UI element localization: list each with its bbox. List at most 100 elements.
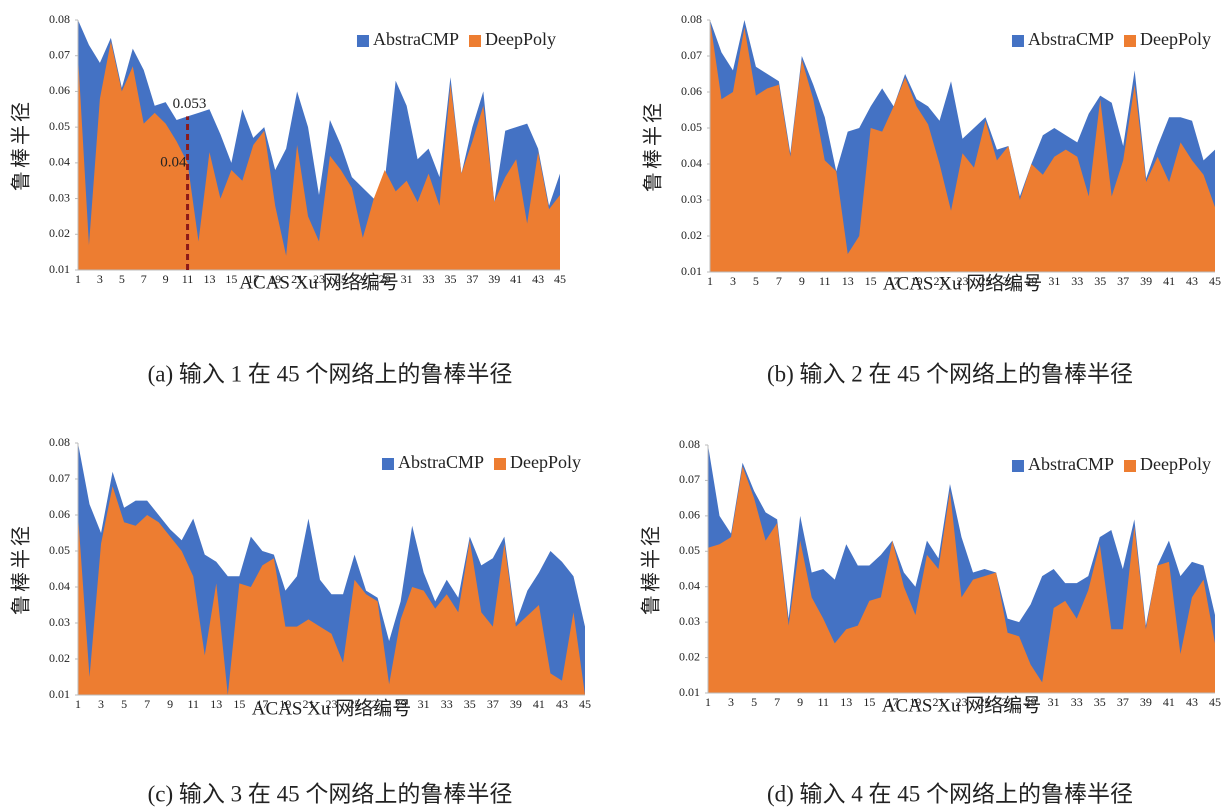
- x-tick-label: 23: [313, 272, 325, 286]
- x-tick-label: 35: [1094, 695, 1106, 709]
- x-tick-label: 13: [840, 695, 852, 709]
- x-tick-label: 17: [256, 697, 268, 711]
- x-tick-label: 19: [279, 697, 291, 711]
- y-tick-label: 0.06: [49, 507, 70, 521]
- y-tick-label: 0.01: [49, 687, 70, 701]
- chart-panel: 0.010.020.030.040.050.060.070.081 3 5 7 9 11 1…: [10, 435, 591, 807]
- legend-swatch: [356, 35, 369, 47]
- x-tick-label: 5: [753, 274, 759, 288]
- y-tick-label: 0.03: [49, 615, 70, 629]
- x-tick-label: 21: [291, 272, 303, 286]
- x-tick-label: 3: [98, 697, 104, 711]
- legend-label: AbstraCMP: [398, 452, 484, 472]
- legend-label: DeepPoly: [1140, 454, 1211, 474]
- x-tick-label: 5: [751, 695, 757, 709]
- legend-label: DeepPoly: [1140, 29, 1211, 49]
- annotation-label: 0.04: [160, 154, 187, 170]
- y-tick-label: 0.05: [49, 543, 70, 557]
- x-tick-label: 9: [797, 695, 803, 709]
- legend-swatch: [469, 35, 481, 47]
- y-tick-label: 0.06: [679, 508, 700, 522]
- y-tick-label: 0.02: [679, 649, 700, 663]
- caption: (b) 输入 2 在 45 个网络上的鲁棒半径: [767, 361, 1133, 386]
- legend-label: AbstraCMP: [1028, 454, 1114, 474]
- x-tick-label: 21: [934, 274, 946, 288]
- y-tick-label: 0.04: [679, 578, 700, 592]
- y-tick-label: 0.07: [49, 47, 70, 61]
- x-tick-label: 3: [730, 274, 736, 288]
- x-tick-label: 5: [121, 697, 127, 711]
- legend-label: DeepPoly: [485, 29, 556, 49]
- caption: (c) 输入 3 在 45 个网络上的鲁棒半径: [148, 781, 513, 806]
- x-tick-label: 33: [441, 697, 453, 711]
- x-tick-label: 43: [1186, 274, 1198, 288]
- chart-panel: 0.010.020.030.040.050.060.070.081 3 5 7 9 11 1…: [642, 12, 1221, 387]
- chart-panel: 0.010.020.030.040.050.060.070.081 3 5 7 9 11 1…: [10, 12, 566, 387]
- y-tick-label: 0.04: [681, 156, 702, 170]
- y-tick-label: 0.04: [49, 579, 70, 593]
- x-tick-label: 37: [1117, 274, 1129, 288]
- y-tick-label: 0.07: [49, 471, 70, 485]
- x-tick-label: 9: [163, 272, 169, 286]
- x-axis-label: ACAS Xu 网络编号: [252, 697, 411, 719]
- x-tick-label: 7: [774, 695, 780, 709]
- area-series: [710, 20, 1215, 272]
- x-tick-label: 21: [302, 697, 314, 711]
- legend-swatch: [1011, 460, 1024, 472]
- x-axis-label: ACAS Xu 网络编号: [882, 694, 1041, 716]
- x-tick-label: 29: [379, 272, 391, 286]
- y-axis-label: 鲁棒半径: [10, 99, 33, 191]
- y-tick-label: 0.03: [679, 614, 700, 628]
- x-tick-label: 17: [247, 272, 259, 286]
- y-tick-label: 0.05: [679, 543, 700, 557]
- y-tick-label: 0.08: [681, 12, 702, 26]
- x-tick-label: 31: [418, 697, 430, 711]
- x-tick-label: 45: [1209, 695, 1221, 709]
- x-tick-label: 33: [1071, 695, 1083, 709]
- x-tick-label: 45: [1209, 274, 1221, 288]
- x-tick-label: 37: [466, 272, 478, 286]
- y-tick-label: 0.06: [49, 83, 70, 97]
- x-tick-label: 15: [233, 697, 245, 711]
- x-tick-label: 43: [1186, 695, 1198, 709]
- x-tick-label: 25: [349, 697, 361, 711]
- y-tick-label: 0.08: [49, 435, 70, 449]
- legend-swatch: [381, 458, 394, 470]
- legend-label: AbstraCMP: [1028, 29, 1114, 49]
- x-tick-label: 19: [909, 695, 921, 709]
- legend-swatch: [1124, 35, 1136, 47]
- x-tick-label: 27: [357, 272, 369, 286]
- x-tick-label: 9: [799, 274, 805, 288]
- y-tick-label: 0.03: [681, 192, 702, 206]
- x-tick-label: 41: [1163, 695, 1175, 709]
- x-tick-label: 41: [1163, 274, 1175, 288]
- x-tick-label: 23: [956, 695, 968, 709]
- x-tick-label: 35: [1094, 274, 1106, 288]
- x-tick-label: 43: [556, 697, 568, 711]
- y-tick-label: 0.05: [681, 120, 702, 134]
- x-tick-label: 11: [819, 274, 831, 288]
- x-tick-label: 3: [97, 272, 103, 286]
- x-axis-label: ACAS Xu 网络编号: [239, 271, 398, 293]
- x-tick-label: 39: [488, 272, 500, 286]
- x-tick-label: 7: [776, 274, 782, 288]
- x-axis-label: ACAS Xu 网络编号: [883, 272, 1042, 294]
- x-tick-label: 11: [187, 697, 199, 711]
- x-tick-label: 1: [75, 272, 81, 286]
- x-tick-label: 11: [182, 272, 194, 286]
- x-tick-label: 39: [510, 697, 522, 711]
- x-tick-label: 15: [865, 274, 877, 288]
- x-tick-label: 15: [225, 272, 237, 286]
- x-tick-label: 13: [842, 274, 854, 288]
- x-tick-label: 11: [817, 695, 829, 709]
- y-axis-label: 鲁棒半径: [10, 523, 33, 615]
- x-tick-label: 13: [203, 272, 215, 286]
- annotation-label: 0.053: [173, 96, 207, 112]
- x-tick-label: 19: [269, 272, 281, 286]
- x-tick-label: 37: [1117, 695, 1129, 709]
- x-tick-label: 29: [1025, 274, 1037, 288]
- area-series: [78, 41, 560, 270]
- y-tick-label: 0.07: [681, 48, 702, 62]
